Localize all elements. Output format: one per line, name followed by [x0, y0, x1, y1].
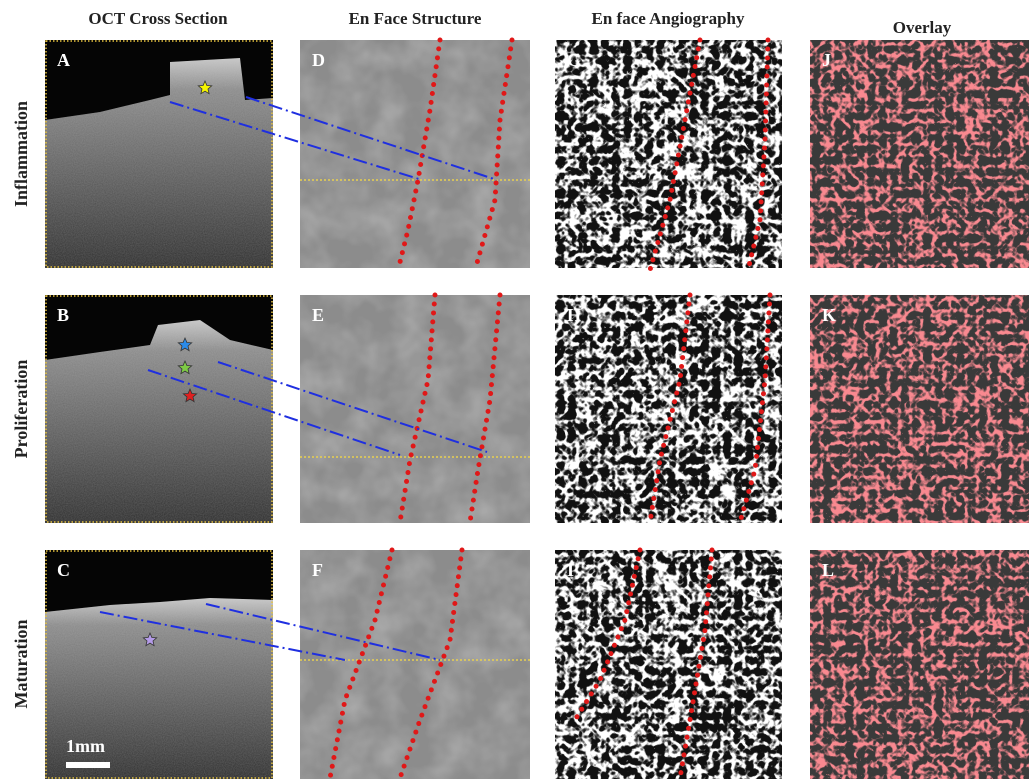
column-header: Overlay — [893, 18, 952, 37]
column-header: OCT Cross Section — [88, 9, 228, 28]
oct-panel — [45, 295, 273, 523]
row-label: Maturation — [11, 620, 31, 709]
panel-letter: D — [312, 50, 325, 70]
row-label: Proliferation — [11, 360, 31, 459]
panel-letter: K — [822, 305, 836, 325]
column-header: En face Angiography — [591, 9, 745, 28]
panel-letter: G — [567, 50, 581, 70]
figure: OCT Cross Section En Face Structure En fac… — [0, 0, 1029, 779]
enface-tex — [300, 40, 530, 268]
angio-vessels — [555, 550, 782, 779]
panel-letter: F — [312, 560, 323, 580]
panel-letter: E — [312, 305, 324, 325]
panel-letter: J — [822, 50, 831, 70]
angio-vessels — [555, 295, 782, 523]
overlay-vessels — [810, 295, 1029, 523]
panel-letter: I — [567, 560, 574, 580]
overlay-vessels — [810, 40, 1029, 268]
angio-vessels — [555, 40, 782, 268]
overlay-vessels — [810, 550, 1029, 779]
row-label: Inflammation — [11, 101, 31, 207]
panel-letter: C — [57, 560, 70, 580]
scale-bar — [66, 762, 110, 768]
panel-letter: A — [57, 50, 70, 70]
panel-letter: L — [822, 560, 834, 580]
column-header: En Face Structure — [349, 9, 482, 28]
panel-letter: B — [57, 305, 69, 325]
enface-tex — [300, 550, 530, 779]
oct-panel — [45, 40, 273, 268]
panel-letter: H — [567, 305, 581, 325]
scale-bar-label: 1mm — [66, 736, 105, 756]
